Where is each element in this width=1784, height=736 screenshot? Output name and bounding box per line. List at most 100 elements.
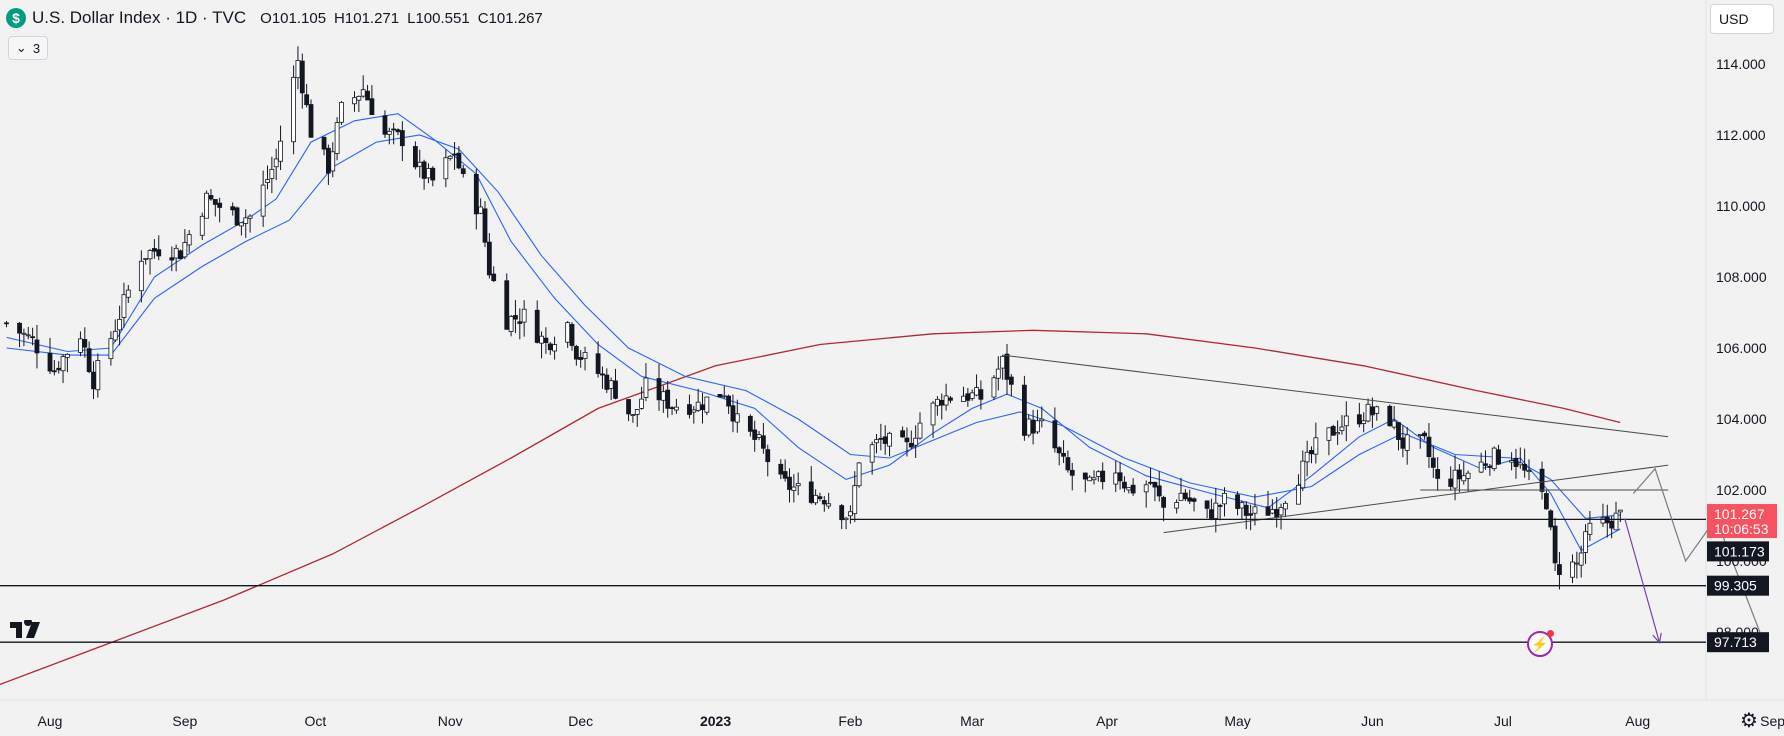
x-tick-label: Oct bbox=[304, 713, 326, 729]
candle bbox=[747, 414, 753, 437]
candle bbox=[517, 308, 523, 340]
candle bbox=[660, 385, 666, 413]
symbol-title[interactable]: U.S. Dollar Index · 1D · TVC bbox=[32, 8, 247, 27]
horizontal-levels[interactable] bbox=[0, 518, 1706, 643]
candle bbox=[1522, 448, 1528, 478]
y-tick-label: 112.000 bbox=[1716, 127, 1766, 143]
candle bbox=[573, 344, 579, 366]
candle bbox=[186, 230, 192, 253]
candle bbox=[478, 198, 484, 215]
candle bbox=[943, 383, 949, 411]
candle bbox=[1583, 524, 1588, 564]
candle bbox=[1117, 461, 1123, 490]
candle bbox=[908, 430, 914, 450]
candle bbox=[1274, 497, 1280, 528]
candle bbox=[473, 168, 479, 230]
candle bbox=[913, 425, 919, 458]
candle bbox=[1130, 478, 1136, 496]
candle bbox=[826, 492, 832, 509]
level-price-tag bbox=[1707, 632, 1769, 653]
candle bbox=[1513, 448, 1519, 479]
currency-selector[interactable]: USD bbox=[1710, 4, 1774, 34]
ema-slow-line bbox=[6, 134, 1621, 519]
candle bbox=[848, 505, 853, 524]
candle bbox=[30, 327, 36, 346]
x-tick-label: Mar bbox=[960, 713, 984, 729]
candle bbox=[173, 244, 179, 272]
candle bbox=[1113, 460, 1119, 492]
candle bbox=[1087, 475, 1093, 482]
x-tick-label: Aug bbox=[38, 713, 63, 729]
candle bbox=[1300, 450, 1306, 492]
indicator-legend-toggle[interactable]: ⌄ 3 bbox=[8, 36, 48, 60]
candle bbox=[1061, 440, 1066, 464]
candle bbox=[1313, 422, 1319, 464]
candle bbox=[491, 266, 497, 283]
candle bbox=[817, 492, 823, 502]
projection-direct-arrowhead bbox=[1652, 632, 1662, 644]
candle bbox=[212, 199, 218, 217]
candle bbox=[1335, 420, 1340, 445]
x-tick-label: Apr bbox=[1096, 713, 1118, 729]
candle bbox=[1309, 446, 1314, 464]
candle bbox=[1304, 440, 1310, 477]
gear-icon[interactable]: ⚙ bbox=[1740, 710, 1758, 732]
candle bbox=[60, 354, 66, 384]
candle bbox=[1396, 422, 1401, 451]
candle bbox=[1574, 551, 1580, 579]
time-axis[interactable]: Aug Sep Oct Nov Dec 2023 Feb Mar Apr May Jun Jul Aug… bbox=[38, 713, 1784, 729]
candle bbox=[125, 284, 131, 303]
candle bbox=[47, 337, 53, 375]
candle bbox=[965, 388, 971, 407]
candle bbox=[695, 388, 701, 412]
candle bbox=[238, 222, 244, 236]
candle bbox=[508, 314, 514, 337]
price-axis[interactable]: 114.000 112.000 110.000 108.000 106.000 104.0… bbox=[1716, 56, 1767, 640]
candle bbox=[34, 324, 40, 369]
candle bbox=[482, 201, 488, 248]
lower-wedge-line[interactable] bbox=[1163, 464, 1669, 534]
candle bbox=[17, 322, 22, 348]
upper-wedge-line[interactable] bbox=[1002, 354, 1669, 438]
candle bbox=[334, 117, 340, 161]
candle bbox=[91, 361, 96, 400]
candle bbox=[513, 300, 518, 334]
candle bbox=[217, 197, 223, 223]
candle bbox=[339, 101, 344, 125]
candle bbox=[1478, 452, 1484, 474]
candle bbox=[121, 282, 127, 328]
candle bbox=[717, 393, 723, 398]
candle bbox=[1174, 499, 1180, 514]
candle bbox=[639, 386, 644, 410]
tradingview-logo-icon[interactable] bbox=[10, 618, 46, 646]
candle bbox=[1370, 397, 1375, 428]
candle bbox=[1404, 427, 1410, 465]
candle bbox=[1570, 554, 1575, 584]
candle bbox=[138, 250, 144, 303]
candle bbox=[95, 353, 101, 398]
candle bbox=[808, 466, 814, 505]
y-tick-label: 104.000 bbox=[1716, 411, 1767, 427]
candle bbox=[1161, 495, 1166, 522]
candle bbox=[1052, 407, 1058, 453]
candle bbox=[1269, 499, 1275, 515]
candle bbox=[291, 65, 297, 155]
candle bbox=[430, 166, 436, 187]
candle bbox=[1239, 500, 1245, 520]
x-tick-label: Sep bbox=[172, 713, 197, 729]
candle bbox=[1361, 412, 1367, 433]
candle bbox=[1056, 446, 1062, 466]
x-tick-label: Dec bbox=[568, 713, 593, 729]
trendlines[interactable] bbox=[1002, 354, 1669, 534]
candle bbox=[1030, 409, 1036, 445]
candle bbox=[412, 141, 418, 170]
last-price-label: 101.267 bbox=[1714, 506, 1765, 522]
candle bbox=[1426, 423, 1432, 469]
candle bbox=[843, 516, 849, 530]
high-value: 101.271 bbox=[344, 9, 400, 27]
candle bbox=[1126, 487, 1132, 494]
candle bbox=[365, 84, 370, 101]
candle bbox=[143, 258, 149, 265]
